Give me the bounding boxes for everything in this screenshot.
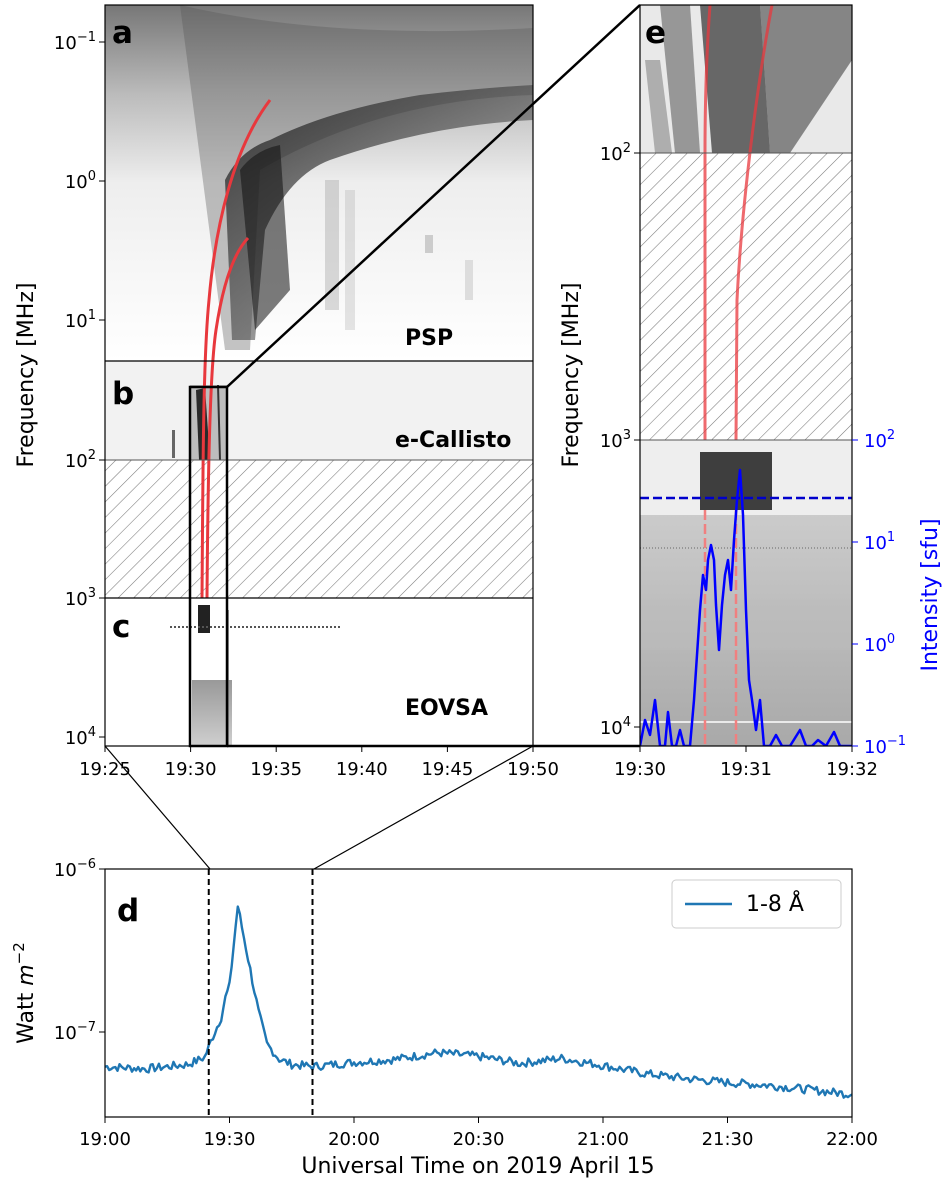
- x-tick-label-d-5: 21:00: [577, 1129, 629, 1150]
- e-top-streak-3: [760, 5, 852, 153]
- x-tick-label-d-3: 20:00: [328, 1129, 380, 1150]
- psp-burst-band: [225, 85, 533, 340]
- eovsa-burst: [192, 680, 232, 746]
- x-tick-label-abc-1: 19:25: [79, 759, 131, 780]
- x-ticks-abc: 19:25 19:30 19:35 19:40 19:45 19:50: [79, 746, 559, 780]
- zoom-connectors: [104, 4, 641, 870]
- x-tick-label-e-2: 19:31: [720, 759, 772, 780]
- y2-tick-label-e-1: 102: [864, 428, 895, 452]
- y-tick-label-e-3: 104: [600, 715, 631, 739]
- connector-d-right: [313, 745, 534, 870]
- x-tick-label-d-6: 21:30: [702, 1129, 754, 1150]
- eovsa-background: [105, 598, 533, 746]
- panel-letter-d: d: [117, 893, 139, 929]
- eovsa-burst-core: [198, 605, 210, 633]
- intensity-series: [640, 468, 852, 746]
- x-tick-label-d-4: 20:30: [453, 1129, 505, 1150]
- panel-letter-c: c: [112, 609, 130, 645]
- y-ticks-e: 102 103 104: [600, 141, 640, 739]
- y-axis-label-d: Watt m−2: [10, 942, 39, 1044]
- psp-streak-1: [325, 180, 339, 310]
- y2-axis-label-e: Intensity [sfu]: [918, 518, 943, 671]
- y-tick-label-d-2: 10−7: [54, 1020, 96, 1044]
- panel-letter-b: b: [112, 376, 134, 412]
- x-tick-label-d-2: 19:30: [204, 1129, 256, 1150]
- connector-d-left: [104, 745, 211, 870]
- instrument-label-eovsa: EOVSA: [405, 696, 488, 721]
- goes-series: [105, 905, 852, 1099]
- x-tick-label-abc-6: 19:50: [507, 759, 559, 780]
- psp-speck-2: [465, 260, 473, 300]
- y-tick-label-abc-6: 104: [65, 725, 96, 749]
- panel-letter-a: a: [112, 15, 133, 51]
- y-axis-label-abc: Frequency [MHz]: [14, 283, 39, 468]
- legend-box: [671, 879, 842, 929]
- psp-burst-core: [240, 145, 290, 330]
- x-tick-label-d-7: 22:00: [826, 1129, 878, 1150]
- callisto-streak: [217, 384, 221, 461]
- x-tick-label-abc-2: 19:30: [165, 759, 217, 780]
- instrument-label-callisto: e-Callisto: [395, 428, 511, 453]
- psp-streak-2: [345, 190, 355, 330]
- panel-e: e 102 103 104 102 101 100 10−1 19:30: [559, 4, 943, 780]
- y-ticks-abc: 10−1 100 101 102 103 104: [54, 30, 105, 749]
- panel-letter-e: e: [645, 15, 666, 51]
- y-tick-label-abc-5: 103: [65, 586, 96, 610]
- x-tick-label-e-1: 19:30: [614, 759, 666, 780]
- fit-curve-2: [205, 236, 250, 599]
- y-tick-label-abc-3: 101: [65, 308, 96, 332]
- psp-band-1: [180, 5, 533, 350]
- panel-d: d 1-8 Å 10−6 10−7 19:00 19:30 20:00 20: [10, 857, 878, 1179]
- y-tick-label-abc-4: 102: [65, 448, 96, 472]
- y-tick-label-abc-1: 10−1: [54, 30, 96, 54]
- y-axis-label-e: Frequency [MHz]: [559, 283, 584, 468]
- y2-ticks-e: 102 101 100 10−1: [852, 428, 906, 758]
- y-tick-label-e-2: 103: [600, 428, 631, 452]
- e-top-streak-1: [660, 5, 700, 153]
- hatched-band-abc: [105, 460, 533, 598]
- x-tick-label-e-3: 19:32: [826, 759, 878, 780]
- legend-label: 1-8 Å: [746, 890, 804, 917]
- e-top-streak-2: [700, 5, 770, 153]
- panel-abc: a b c PSP e-Callisto EOVSA 10−1 100 101 …: [14, 4, 559, 780]
- e-fit-curve-1: [703, 5, 712, 440]
- y-tick-label-e-1: 102: [600, 141, 631, 165]
- x-tick-label-abc-3: 19:35: [250, 759, 302, 780]
- x-tick-label-abc-5: 19:45: [421, 759, 473, 780]
- x-ticks-d: 19:00 19:30 20:00 20:30 21:00 21:30 22:0…: [79, 1117, 878, 1150]
- x-ticks-e: 19:30 19:31 19:32: [614, 746, 878, 780]
- plot-area-d: [105, 905, 852, 1099]
- callisto-speck: [172, 430, 175, 458]
- fit-curve-1: [200, 99, 272, 599]
- e-fit-curve-2: [734, 5, 774, 441]
- connector-top: [226, 4, 641, 388]
- y2-tick-label-e-3: 100: [864, 632, 895, 656]
- psp-speck-1: [425, 235, 433, 253]
- y-tick-label-d-1: 10−6: [54, 857, 96, 881]
- x-axis-label-d: Universal Time on 2019 April 15: [301, 1154, 654, 1179]
- legend-d: 1-8 Å: [671, 879, 842, 929]
- instrument-label-psp: PSP: [405, 326, 453, 351]
- y-tick-label-abc-2: 100: [65, 169, 96, 193]
- y2-tick-label-e-2: 101: [864, 530, 895, 554]
- spectrogram-e: [640, 5, 852, 746]
- x-tick-label-d-1: 19:00: [79, 1129, 131, 1150]
- x-tick-label-abc-4: 19:40: [336, 759, 388, 780]
- e-top-streak-4: [645, 60, 672, 153]
- callisto-background: [105, 361, 533, 460]
- y-ticks-d: 10−6 10−7: [54, 857, 105, 1044]
- y2-tick-label-e-4: 10−1: [864, 734, 906, 758]
- spectrogram-abc: [105, 5, 533, 746]
